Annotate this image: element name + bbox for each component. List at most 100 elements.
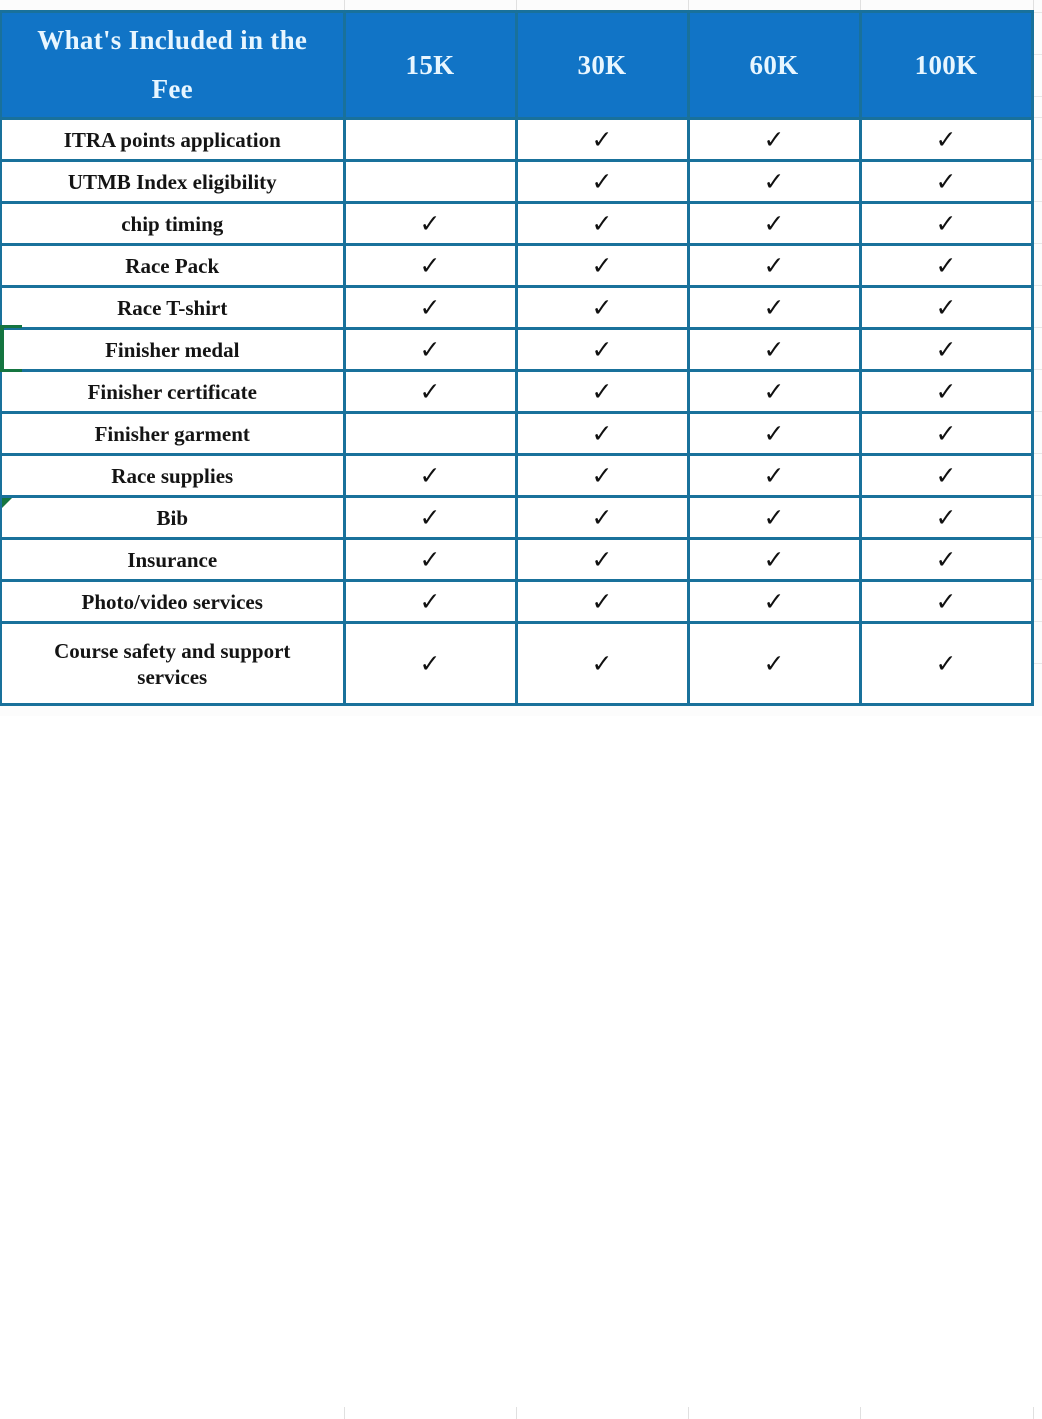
- check-icon: ✓: [935, 503, 957, 532]
- check-cell[interactable]: ✓: [686, 537, 862, 582]
- check-cell[interactable]: ✓: [686, 117, 862, 162]
- check-icon: ✓: [935, 293, 957, 322]
- check-cell[interactable]: ✓: [514, 117, 690, 162]
- row-label-cell[interactable]: ITRA points application: [0, 117, 346, 162]
- check-cell[interactable]: ✓: [858, 159, 1034, 204]
- header-cell-100k[interactable]: 100K: [858, 10, 1034, 120]
- empty-cell[interactable]: [342, 159, 518, 204]
- row-label-cell[interactable]: Bib: [0, 495, 346, 540]
- check-icon: ✓: [591, 335, 613, 364]
- row-label-cell[interactable]: Race supplies: [0, 453, 346, 498]
- check-cell[interactable]: ✓: [686, 453, 862, 498]
- header-cell-15k[interactable]: 15K: [342, 10, 518, 120]
- row-label-cell[interactable]: Race Pack: [0, 243, 346, 288]
- table-row: Photo/video services ✓ ✓ ✓ ✓: [0, 579, 1034, 624]
- row-label-cell[interactable]: UTMB Index eligibility: [0, 159, 346, 204]
- check-cell[interactable]: ✓: [686, 201, 862, 246]
- check-cell[interactable]: ✓: [342, 369, 518, 414]
- check-cell[interactable]: ✓: [342, 579, 518, 624]
- row-label-cell[interactable]: chip timing: [0, 201, 346, 246]
- row-label-cell[interactable]: Insurance: [0, 537, 346, 582]
- check-icon: ✓: [591, 649, 613, 678]
- header-title-cell[interactable]: What's Included in the Fee: [0, 10, 346, 120]
- check-cell[interactable]: ✓: [342, 243, 518, 288]
- check-icon: ✓: [763, 503, 785, 532]
- check-cell[interactable]: ✓: [858, 243, 1034, 288]
- check-cell[interactable]: ✓: [342, 285, 518, 330]
- header-cell-60k[interactable]: 60K: [686, 10, 862, 120]
- check-icon: ✓: [935, 419, 957, 448]
- row-label-cell[interactable]: Course safety and support services: [0, 621, 346, 706]
- check-cell[interactable]: ✓: [514, 411, 690, 456]
- check-cell[interactable]: ✓: [686, 621, 862, 706]
- sheet-gridline: [860, 1407, 861, 1419]
- check-cell[interactable]: ✓: [858, 411, 1034, 456]
- check-cell[interactable]: ✓: [514, 621, 690, 706]
- check-icon: ✓: [591, 125, 613, 154]
- check-icon: ✓: [763, 587, 785, 616]
- check-cell[interactable]: ✓: [686, 159, 862, 204]
- table-row: Finisher certificate ✓ ✓ ✓ ✓: [0, 369, 1034, 414]
- check-icon: ✓: [763, 125, 785, 154]
- row-label: Finisher medal: [105, 337, 240, 362]
- check-cell[interactable]: ✓: [514, 201, 690, 246]
- check-cell[interactable]: ✓: [858, 453, 1034, 498]
- check-icon: ✓: [763, 461, 785, 490]
- row-label: Race T-shirt: [117, 295, 228, 320]
- check-cell[interactable]: ✓: [342, 201, 518, 246]
- check-cell[interactable]: ✓: [514, 579, 690, 624]
- check-cell[interactable]: ✓: [514, 453, 690, 498]
- check-cell[interactable]: ✓: [686, 285, 862, 330]
- row-label: Course safety and support services: [54, 638, 291, 689]
- check-cell[interactable]: ✓: [686, 369, 862, 414]
- row-label-cell[interactable]: Finisher garment: [0, 411, 346, 456]
- table-row: Race T-shirt ✓ ✓ ✓ ✓: [0, 285, 1034, 330]
- empty-cell[interactable]: [342, 411, 518, 456]
- check-cell[interactable]: ✓: [514, 495, 690, 540]
- row-label-cell[interactable]: Race T-shirt: [0, 285, 346, 330]
- check-cell[interactable]: ✓: [858, 537, 1034, 582]
- check-cell[interactable]: ✓: [858, 285, 1034, 330]
- check-cell[interactable]: ✓: [858, 495, 1034, 540]
- empty-cell[interactable]: [342, 117, 518, 162]
- check-cell[interactable]: ✓: [342, 621, 518, 706]
- check-icon: ✓: [935, 377, 957, 406]
- check-cell[interactable]: ✓: [686, 327, 862, 372]
- row-label-cell[interactable]: Finisher certificate: [0, 369, 346, 414]
- row-label: Photo/video services: [81, 589, 263, 614]
- sheet-strip-top: [0, 0, 1042, 10]
- check-cell[interactable]: ✓: [514, 243, 690, 288]
- check-cell[interactable]: ✓: [514, 537, 690, 582]
- check-icon: ✓: [591, 167, 613, 196]
- check-cell[interactable]: ✓: [686, 579, 862, 624]
- check-icon: ✓: [419, 649, 441, 678]
- check-cell[interactable]: ✓: [514, 369, 690, 414]
- row-label: chip timing: [121, 211, 224, 236]
- check-cell[interactable]: ✓: [686, 411, 862, 456]
- check-cell[interactable]: ✓: [342, 453, 518, 498]
- check-cell[interactable]: ✓: [858, 327, 1034, 372]
- check-cell[interactable]: ✓: [858, 117, 1034, 162]
- row-label: Finisher certificate: [87, 379, 257, 404]
- sheet-gridline: [516, 0, 517, 10]
- check-cell[interactable]: ✓: [514, 327, 690, 372]
- check-cell[interactable]: ✓: [342, 537, 518, 582]
- check-cell[interactable]: ✓: [342, 495, 518, 540]
- check-cell[interactable]: ✓: [858, 579, 1034, 624]
- row-label-cell[interactable]: Photo/video services: [0, 579, 346, 624]
- check-icon: ✓: [591, 419, 613, 448]
- check-cell[interactable]: ✓: [858, 621, 1034, 706]
- check-cell[interactable]: ✓: [514, 285, 690, 330]
- check-cell[interactable]: ✓: [514, 159, 690, 204]
- check-icon: ✓: [591, 209, 613, 238]
- header-cell-30k[interactable]: 30K: [514, 10, 690, 120]
- check-cell[interactable]: ✓: [686, 495, 862, 540]
- check-cell[interactable]: ✓: [858, 201, 1034, 246]
- sheet-gridline: [688, 1407, 689, 1419]
- check-cell[interactable]: ✓: [858, 369, 1034, 414]
- check-cell[interactable]: ✓: [686, 243, 862, 288]
- row-label-cell[interactable]: Finisher medal: [0, 327, 346, 372]
- check-icon: ✓: [419, 545, 441, 574]
- check-cell[interactable]: ✓: [342, 327, 518, 372]
- check-icon: ✓: [419, 335, 441, 364]
